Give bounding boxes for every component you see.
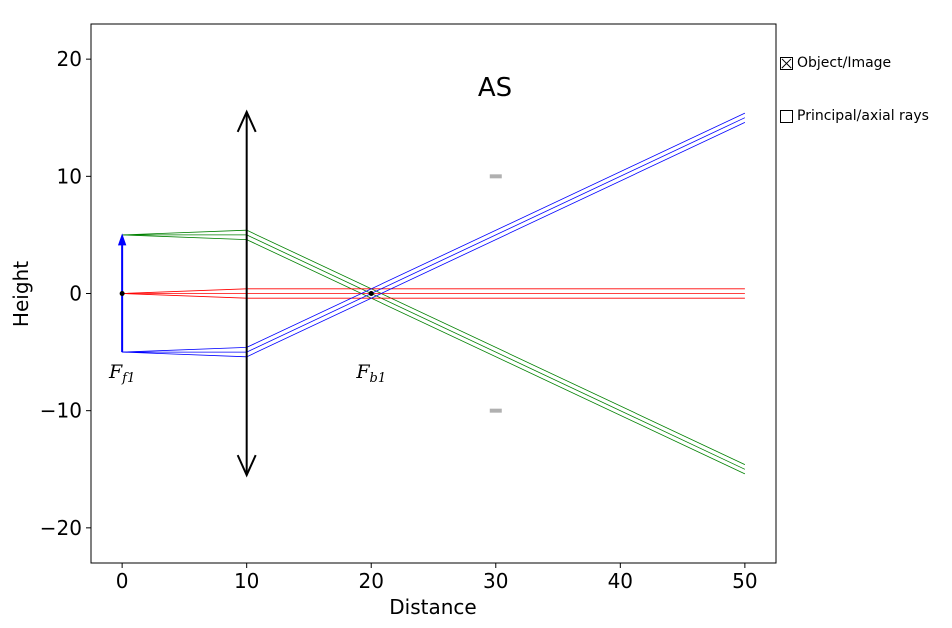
y-tick-label-0: −20 — [40, 516, 82, 540]
focal-point-label-1: Fb1 — [355, 361, 386, 386]
principal-axial-rays-checkbox[interactable]: Principal/axial rays — [780, 108, 929, 124]
ray-series-5 — [122, 293, 745, 299]
lens-top-arrowhead — [236, 109, 257, 133]
focal-point-label-0: Ff1 — [108, 361, 135, 386]
x-tick-label-5: 50 — [732, 569, 757, 593]
x-tick-label-2: 20 — [359, 569, 384, 593]
y-axis-label: Height — [9, 261, 33, 327]
ray-series-6 — [122, 112, 746, 353]
y-tick-label-3: 10 — [57, 164, 82, 188]
principal-axial-rays-label: Principal/axial rays — [797, 108, 929, 124]
y-tick-label-4: 20 — [57, 47, 82, 71]
x-tick-label-1: 10 — [234, 569, 259, 593]
x-tick-label-0: 0 — [116, 569, 129, 593]
focal-point-0 — [119, 291, 125, 296]
object-arrow-head — [117, 233, 127, 246]
x-tick-label-3: 30 — [483, 569, 508, 593]
object-image-checkbox-box[interactable] — [780, 56, 793, 70]
object-image-checkbox[interactable]: Object/Image — [780, 55, 891, 71]
ray-series-0 — [122, 229, 746, 465]
object-image-label: Object/Image — [797, 55, 892, 71]
focal-point-1 — [368, 291, 374, 296]
principal-axial-rays-checkbox-box[interactable] — [780, 109, 793, 123]
y-tick-label-2: 0 — [69, 282, 82, 306]
aperture-stop-label: AS — [478, 73, 512, 103]
lens-bottom-arrowhead — [236, 454, 257, 478]
x-tick-label-4: 40 — [608, 569, 633, 593]
ray-series-3 — [122, 288, 745, 294]
ray-series-8 — [122, 122, 746, 358]
y-tick-label-1: −10 — [40, 399, 82, 423]
x-axis-label: Distance — [389, 595, 476, 619]
ray-series-2 — [122, 234, 746, 475]
